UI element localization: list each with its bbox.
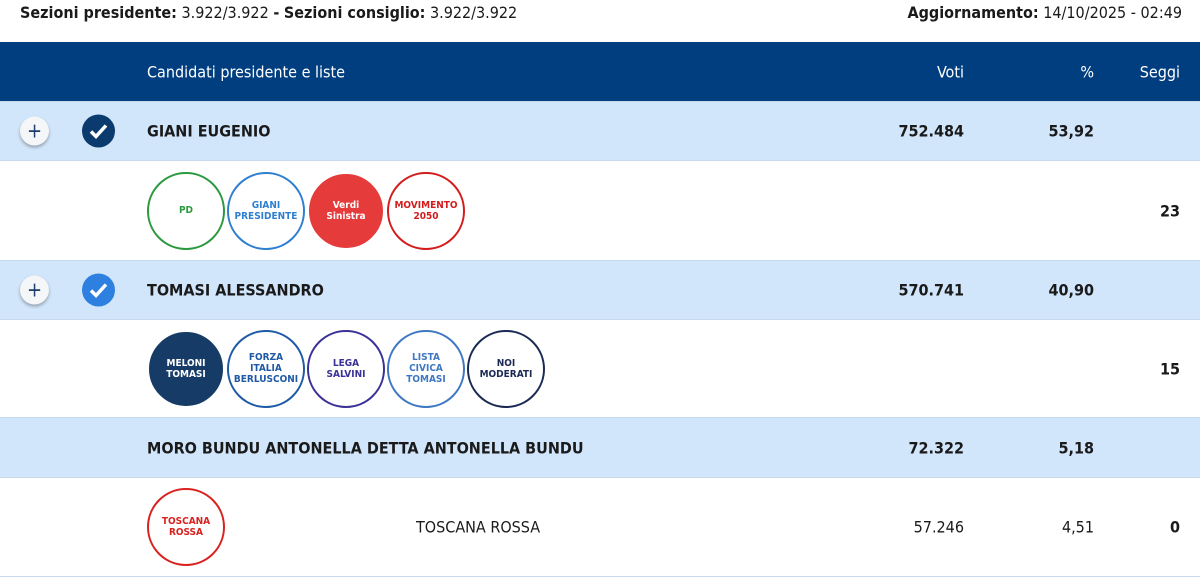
candidate-votes: 752.484 [898, 121, 964, 141]
party-logo: LEGA SALVINI [307, 329, 385, 408]
candidate-name: MORO BUNDU ANTONELLA DETTA ANTONELLA BUN… [147, 438, 584, 457]
sezioni-presidente-value: 3.922/3.922 [181, 3, 269, 22]
candidate-name: TOMASI ALESSANDRO [147, 280, 324, 300]
candidate-row: + TOMASI ALESSANDRO 570.741 40,90 [0, 261, 1200, 320]
party-logos: TOSCANA ROSSA [147, 488, 225, 566]
expand-button[interactable]: + [20, 116, 49, 146]
list-name: TOSCANA ROSSA [416, 517, 541, 537]
lists-row: TOSCANA ROSSA TOSCANA ROSSA 57.246 4,51 0 [0, 478, 1200, 577]
expand-button[interactable]: + [20, 275, 49, 305]
candidate-row: MORO BUNDU ANTONELLA DETTA ANTONELLA BUN… [0, 418, 1200, 478]
col-pct: % [1080, 62, 1094, 81]
party-logos: PD GIANI PRESIDENTE Verdi Sinistra MOVIMENTO 2… [147, 171, 465, 250]
elected-check-icon [82, 273, 115, 307]
sezioni-presidente-label: Sezioni presidente: [20, 3, 177, 22]
party-logo: NOI MODERATI [467, 329, 545, 408]
party-logo: FORZA ITALIA BERLUSCONI [227, 329, 305, 408]
party-logo: TOSCANA ROSSA [147, 488, 225, 566]
coalition-seats: 15 [1159, 359, 1180, 378]
elected-check-icon [82, 114, 115, 148]
candidate-pct: 5,18 [1058, 438, 1094, 457]
candidate-name: GIANI EUGENIO [147, 121, 271, 141]
candidate-row: + GIANI EUGENIO 752.484 53,92 [0, 102, 1200, 161]
party-logo: LISTA CIVICA TOMASI [387, 329, 465, 408]
candidate-votes: 570.741 [898, 280, 964, 300]
list-seats: 0 [1169, 517, 1180, 537]
lists-row: MELONI TOMASI FORZA ITALIA BERLUSCONI LEGA SAL… [0, 320, 1200, 418]
sezioni-consiglio-label: Sezioni consiglio: [283, 3, 426, 22]
sezioni-consiglio-value: 3.922/3.922 [429, 3, 518, 22]
aggiornamento-label: Aggiornamento: [907, 3, 1039, 22]
party-logo: Verdi Sinistra [307, 171, 385, 250]
party-logo: GIANI PRESIDENTE [227, 171, 305, 250]
summary-bar: Sezioni presidente: 3.922/3.922 - Sezion… [0, 0, 1200, 42]
col-votes: Voti [936, 62, 964, 81]
col-candidates: Candidati presidente e liste [147, 62, 345, 81]
lists-row: PD GIANI PRESIDENTE Verdi Sinistra MOVIMENTO 2… [0, 161, 1200, 261]
party-logo: PD [147, 171, 225, 250]
party-logos: MELONI TOMASI FORZA ITALIA BERLUSCONI LEGA SAL… [147, 329, 545, 408]
party-logo: MELONI TOMASI [147, 329, 225, 408]
separator: - [273, 3, 280, 22]
candidate-pct: 40,90 [1048, 280, 1094, 300]
col-seats: Seggi [1139, 62, 1180, 81]
table-header: Candidati presidente e liste Voti % Segg… [0, 42, 1200, 102]
coalition-seats: 23 [1159, 201, 1180, 220]
party-logo: MOVIMENTO 2050 [387, 171, 465, 250]
candidate-votes: 72.322 [908, 438, 964, 457]
aggiornamento-value: 14/10/2025 - 02:49 [1043, 3, 1182, 22]
list-votes: 57.246 [913, 517, 964, 537]
candidate-pct: 53,92 [1048, 121, 1094, 141]
list-pct: 4,51 [1061, 517, 1094, 537]
